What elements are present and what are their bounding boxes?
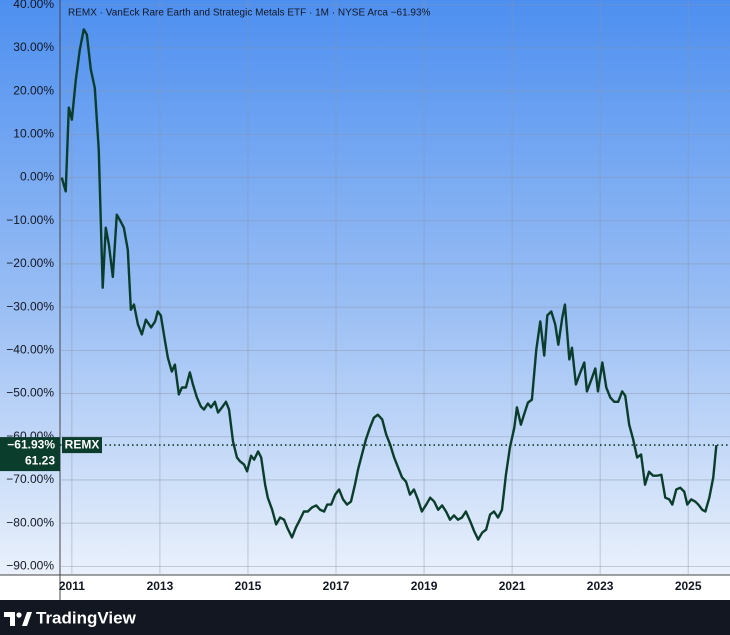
y-tick-label: −70.00% bbox=[6, 472, 54, 486]
footer bbox=[0, 600, 730, 635]
symbol-badge bbox=[62, 437, 102, 454]
y-tick-label: −30.00% bbox=[6, 299, 54, 313]
x-tick-label: 2023 bbox=[587, 579, 614, 593]
symbol-label: REMX bbox=[65, 437, 100, 451]
y-tick-label: 40.00% bbox=[13, 0, 54, 11]
y-tick-label: −90.00% bbox=[6, 559, 54, 573]
y-tick-label: −40.00% bbox=[6, 343, 54, 357]
y-tick-label: −50.00% bbox=[6, 386, 54, 400]
last-value-badge bbox=[0, 437, 60, 472]
x-tick-label: 2019 bbox=[411, 579, 438, 593]
y-tick-label: 30.00% bbox=[13, 40, 54, 54]
brand-name: TradingView bbox=[36, 608, 137, 627]
x-tick-label: 2021 bbox=[499, 579, 526, 593]
last-value-label: −61.93% bbox=[7, 437, 55, 451]
y-tick-label: −10.00% bbox=[6, 213, 54, 227]
last-price-label: 61.23 bbox=[25, 453, 55, 467]
plot-background bbox=[0, 0, 730, 575]
x-tick-label: 2011 bbox=[59, 579, 85, 593]
x-tick-label: 2015 bbox=[235, 579, 262, 593]
marks bbox=[60, 28, 730, 541]
x-tick-label: 2013 bbox=[147, 579, 174, 593]
x-tick-label: 2025 bbox=[675, 579, 702, 593]
x-axis-strip bbox=[0, 575, 730, 600]
y-tick-label: −80.00% bbox=[6, 515, 54, 529]
brand-logo bbox=[4, 612, 32, 626]
price-line bbox=[60, 28, 718, 541]
y-tick-label: 20.00% bbox=[13, 83, 54, 97]
x-tick-label: 2017 bbox=[323, 579, 350, 593]
chart-title: REMX · VanEck Rare Earth and Strategic M… bbox=[68, 8, 431, 19]
y-tick-label: −20.00% bbox=[6, 256, 54, 270]
grid bbox=[60, 0, 730, 575]
y-tick-label: 10.00% bbox=[13, 127, 54, 141]
y-tick-label: 0.00% bbox=[20, 170, 54, 184]
